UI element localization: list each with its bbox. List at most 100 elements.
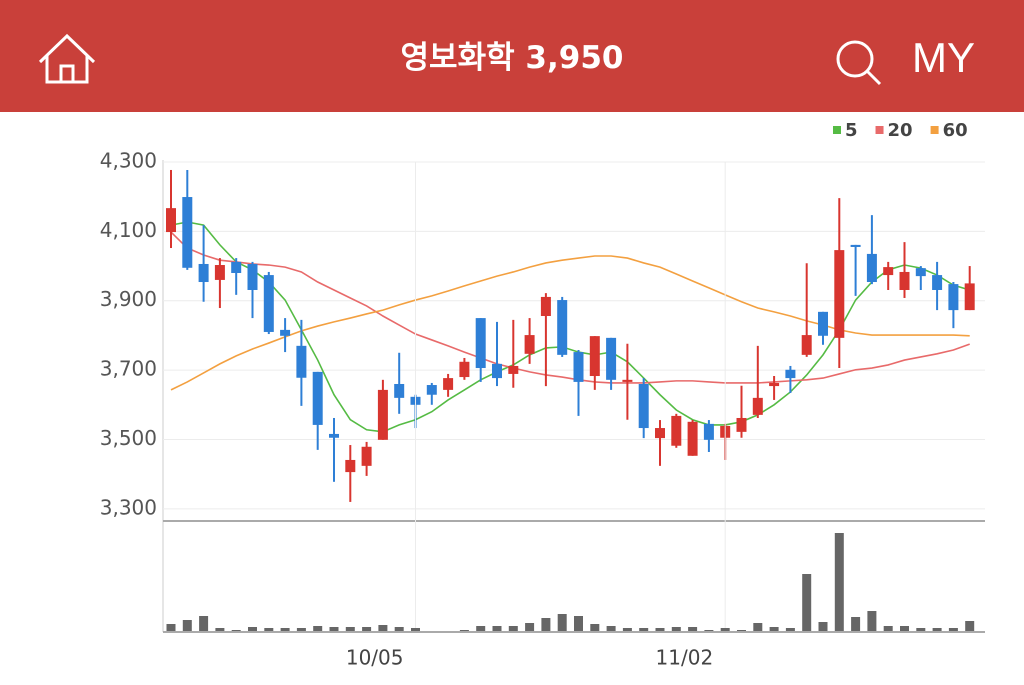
candle-body <box>312 371 323 425</box>
candle-body <box>182 197 193 268</box>
volume-bar <box>606 626 616 632</box>
candle-body <box>377 389 388 440</box>
candle-body <box>166 208 176 233</box>
moving-average-line <box>170 231 970 384</box>
volume-bar <box>639 628 649 632</box>
candle-body <box>883 267 894 276</box>
legend-label: 20 <box>888 120 913 141</box>
candle-body <box>573 352 584 382</box>
y-tick-label: 3,900 <box>100 287 157 311</box>
candle-body <box>443 378 454 390</box>
candle-body <box>964 283 975 311</box>
candle-body <box>671 415 682 446</box>
volume-bar <box>900 626 909 632</box>
candle-body <box>932 275 943 290</box>
candle-body <box>394 383 405 398</box>
volume-bar <box>215 628 225 632</box>
legend-swatch <box>930 126 939 134</box>
candle-body <box>818 311 828 336</box>
candle-body <box>834 250 845 338</box>
volume-bar <box>574 616 583 632</box>
legend-swatch <box>833 126 841 134</box>
stock-chart: 3,300 3,500 3,700 3,900 4,100 4,300 5 20 60 10/05… <box>100 120 985 670</box>
candle-body <box>492 363 502 379</box>
app-header: 영보화학 3,950 MY <box>0 0 1024 112</box>
volume-bar <box>541 618 551 632</box>
volume-bar <box>769 627 779 632</box>
volume-bar <box>492 626 502 632</box>
candle-body <box>736 417 747 432</box>
candle-body <box>606 337 617 380</box>
volume-bar <box>720 628 730 632</box>
candle-body <box>801 335 812 355</box>
legend-label: 60 <box>943 120 968 141</box>
candle-body <box>247 263 258 290</box>
volume-bar <box>264 628 274 632</box>
y-tick-label: 4,300 <box>100 149 157 173</box>
moving-average-line <box>170 221 970 433</box>
volume-bar <box>622 628 632 632</box>
candle-body <box>329 433 339 438</box>
candle-body <box>752 397 763 415</box>
candle-body <box>703 423 714 440</box>
volume-bar <box>557 614 567 632</box>
volume-bar <box>883 626 893 632</box>
candle-body <box>345 459 356 473</box>
volume-bar <box>199 616 209 632</box>
y-tick-label: 3,500 <box>100 426 157 450</box>
y-tick-label: 3,700 <box>100 357 157 381</box>
candle-body <box>557 300 568 355</box>
candle-body <box>866 253 877 283</box>
volume-bar <box>248 627 257 632</box>
candle-body <box>638 383 649 429</box>
candle-body <box>622 379 633 382</box>
volume-bar <box>345 627 355 632</box>
volume-bar <box>411 628 420 632</box>
candle-body <box>899 271 910 290</box>
home-icon[interactable] <box>38 33 96 84</box>
candle-body <box>426 385 437 395</box>
volume-bar <box>525 623 535 632</box>
candle-body <box>263 275 274 332</box>
candle-body <box>361 446 372 466</box>
candle-body <box>850 244 861 247</box>
candle-body <box>915 268 926 277</box>
my-button[interactable]: MY <box>912 34 975 81</box>
volume-bar <box>671 627 681 632</box>
volume-bar <box>948 628 958 632</box>
y-tick-label: 4,100 <box>100 218 157 242</box>
x-tick-label: 11/02 <box>656 646 714 670</box>
candle-body <box>280 329 291 336</box>
candle-body <box>655 428 665 439</box>
candle-body <box>524 335 535 354</box>
volume-bar <box>932 628 942 632</box>
volume-bar <box>867 611 877 632</box>
volume-bar <box>508 626 518 632</box>
volume-bar <box>166 624 176 632</box>
volume-bar <box>753 623 763 632</box>
volume-bar <box>851 617 861 632</box>
volume-bar <box>182 620 192 632</box>
search-icon[interactable] <box>836 40 882 86</box>
candle-body <box>589 336 600 377</box>
volume-bar <box>590 624 600 632</box>
y-tick-label: 3,300 <box>100 495 157 519</box>
header-icons <box>38 33 882 86</box>
candle-body <box>198 263 209 283</box>
volume-bar <box>802 574 812 632</box>
volume-bar <box>394 627 404 632</box>
candle-body <box>785 369 796 379</box>
candle-body <box>214 265 225 280</box>
candle-body <box>769 382 780 387</box>
candle-body <box>231 261 242 273</box>
volume-bar <box>688 627 698 632</box>
legend-swatch <box>875 126 884 134</box>
candle-body <box>296 345 307 378</box>
volume-bar <box>965 621 975 632</box>
x-tick-label: 10/05 <box>346 646 404 670</box>
volume-bar <box>362 627 372 632</box>
volume-bar <box>329 627 339 632</box>
volume-bar <box>916 628 926 632</box>
candle-body <box>687 421 698 456</box>
volume-bar <box>476 626 486 632</box>
